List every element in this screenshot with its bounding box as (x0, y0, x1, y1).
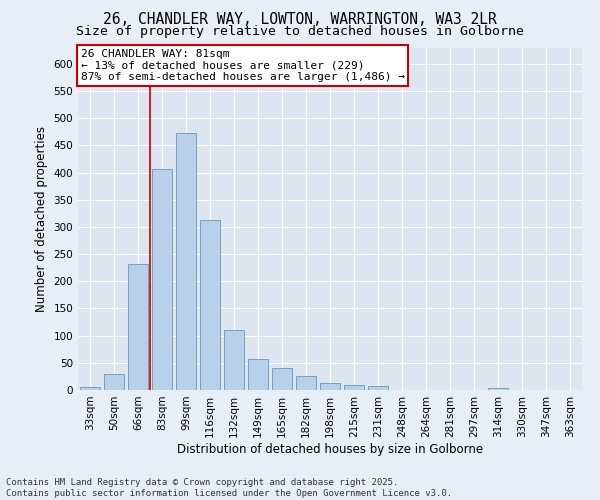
Bar (272, 368, 292, 390)
Bar (368, 386, 388, 390)
Bar (320, 383, 340, 390)
Bar (80, 388, 100, 390)
Text: Contains HM Land Registry data © Crown copyright and database right 2025.
Contai: Contains HM Land Registry data © Crown c… (6, 478, 452, 498)
X-axis label: Distribution of detached houses by size in Golborne: Distribution of detached houses by size … (177, 442, 483, 456)
Bar (176, 133, 196, 390)
Bar (224, 330, 244, 390)
Bar (296, 376, 316, 390)
Bar (248, 359, 268, 390)
Bar (200, 220, 220, 390)
Bar (152, 170, 172, 390)
Bar (128, 264, 148, 390)
Text: 26, CHANDLER WAY, LOWTON, WARRINGTON, WA3 2LR: 26, CHANDLER WAY, LOWTON, WARRINGTON, WA… (103, 12, 497, 28)
Bar (488, 388, 508, 390)
Text: 26 CHANDLER WAY: 81sqm
← 13% of detached houses are smaller (229)
87% of semi-de: 26 CHANDLER WAY: 81sqm ← 13% of detached… (80, 49, 404, 82)
Bar (104, 374, 124, 390)
Bar (344, 384, 364, 390)
Y-axis label: Number of detached properties: Number of detached properties (35, 126, 48, 312)
Text: Size of property relative to detached houses in Golborne: Size of property relative to detached ho… (76, 25, 524, 38)
